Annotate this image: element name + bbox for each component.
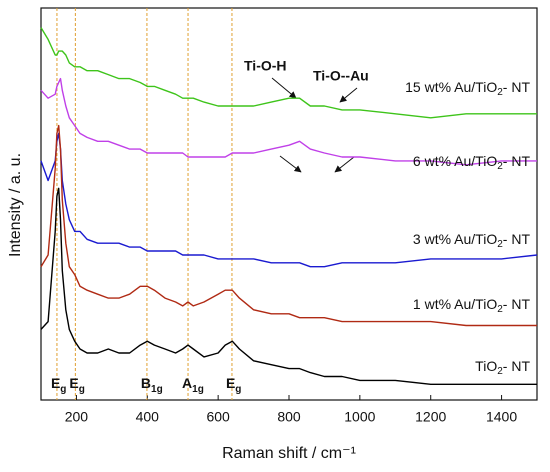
- x-tick-label: 1400: [486, 409, 517, 425]
- mode-subscript: g: [60, 384, 66, 395]
- x-tick-label: 1200: [415, 409, 446, 425]
- series-line: [40, 27, 537, 119]
- mode-symbol: E: [69, 375, 78, 391]
- series-line: [40, 187, 537, 385]
- series-line: [40, 77, 537, 166]
- arrow: [339, 87, 358, 103]
- plot-frame: [40, 7, 538, 401]
- mode-label: Eg: [51, 375, 66, 395]
- mode-subscript: g: [79, 384, 85, 395]
- series-label: 15 wt% Au/TiO2- NT: [405, 79, 530, 98]
- series-line: [40, 124, 537, 327]
- annotation: Ti-O-H: [244, 58, 287, 74]
- mode-label: B1g: [141, 375, 163, 395]
- x-tick-label: 400: [136, 409, 160, 425]
- annotation: Ti-O--Au: [313, 68, 369, 84]
- x-tick-label: 800: [277, 409, 301, 425]
- series-label: 3 wt% Au/TiO2- NT: [413, 231, 531, 250]
- mode-label: Eg: [69, 375, 84, 395]
- mode-label: Eg: [226, 375, 241, 395]
- x-tick-label: 1000: [344, 409, 375, 425]
- y-axis-title: Intensity / a. u.: [7, 153, 24, 257]
- x-axis-title: Raman shift / cm⁻¹: [222, 445, 356, 462]
- mode-symbol: A: [182, 375, 192, 391]
- x-tick-label: 600: [206, 409, 230, 425]
- mode-symbol: E: [51, 375, 60, 391]
- arrow: [279, 155, 302, 173]
- arrow: [271, 77, 297, 99]
- series-label: 6 wt% Au/TiO2- NT: [413, 153, 531, 172]
- series-line: [40, 132, 538, 268]
- x-tick-label: 200: [65, 409, 89, 425]
- mode-subscript: 1g: [151, 384, 163, 395]
- mode-subscript: 1g: [192, 384, 204, 395]
- mode-subscript: g: [235, 384, 241, 395]
- series-label: 1 wt% Au/TiO2- NT: [413, 296, 531, 315]
- series-label: TiO2- NT: [475, 358, 530, 377]
- mode-symbol: E: [226, 375, 235, 391]
- mode-label: A1g: [182, 375, 204, 395]
- arrow: [334, 156, 355, 173]
- mode-symbol: B: [141, 375, 151, 391]
